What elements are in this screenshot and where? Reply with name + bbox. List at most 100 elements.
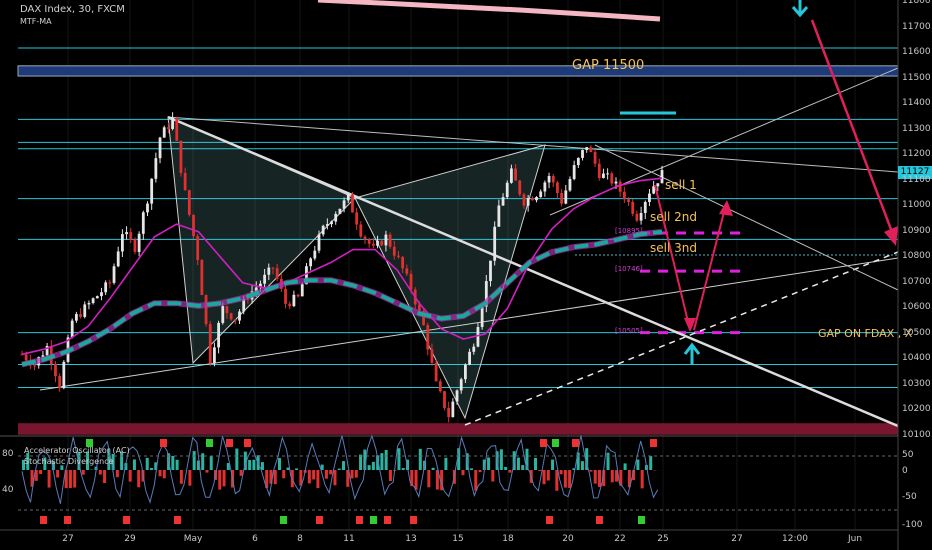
osc-bar	[499, 449, 503, 470]
candle-body	[535, 197, 538, 201]
x-tick-label: 6	[252, 534, 258, 544]
candle-body	[564, 190, 568, 204]
candle-body	[58, 376, 62, 389]
osc-bar	[342, 461, 345, 470]
candle-body	[593, 152, 597, 164]
osc-bar	[324, 470, 328, 479]
candle-body	[585, 147, 589, 150]
y-tick-label: 10300	[902, 378, 931, 389]
signal-marker	[370, 516, 377, 524]
osc-bar	[563, 470, 567, 488]
candle-body	[438, 381, 442, 392]
candle-body	[422, 310, 425, 326]
candle-body	[309, 258, 313, 267]
osc-bar	[286, 467, 290, 470]
osc-bar	[431, 467, 435, 470]
osc-bar	[470, 468, 473, 470]
osc-bar	[269, 470, 273, 484]
osc-bar	[525, 448, 529, 470]
osc-bar	[410, 470, 414, 487]
osc-bar	[354, 470, 358, 478]
candle-body	[150, 178, 154, 204]
arrows	[654, 0, 898, 364]
y-tick-label: 11200	[902, 149, 931, 160]
osc-bar	[427, 470, 431, 488]
osc-bar	[64, 470, 68, 489]
osc-bar	[504, 466, 508, 470]
osc-bar	[461, 470, 465, 476]
candle-body	[401, 256, 405, 269]
candle-body	[367, 239, 371, 244]
osc-bar	[239, 470, 243, 476]
osc-bar	[316, 470, 320, 489]
candle-body	[183, 173, 187, 191]
candle-body	[313, 250, 317, 259]
osc-bar	[120, 451, 124, 470]
signal-marker	[546, 516, 553, 524]
osc-bar	[329, 470, 333, 475]
osc-bar	[179, 470, 183, 484]
candle-body	[217, 322, 221, 348]
osc-bar	[60, 465, 64, 470]
y-tick-label: 11700	[902, 21, 931, 32]
candle-body	[384, 234, 388, 246]
osc-bar	[192, 451, 196, 470]
candle-body	[330, 221, 333, 225]
candle-body	[263, 274, 267, 284]
candle-body	[434, 362, 438, 382]
osc-bar	[248, 460, 252, 470]
signal-marker	[280, 516, 287, 524]
osc-right-tick: -50	[902, 492, 917, 502]
osc-bar	[209, 456, 213, 470]
signal-marker	[638, 516, 645, 524]
osc-bar	[555, 470, 559, 491]
osc-bar	[572, 468, 576, 470]
osc-bar	[580, 461, 584, 470]
candle-body	[275, 268, 279, 279]
osc-bar	[542, 470, 546, 485]
osc-left-tick: 40	[2, 485, 14, 495]
osc-bar	[376, 455, 380, 470]
osc-bar	[606, 452, 610, 470]
candle-body	[45, 346, 49, 356]
osc-bar	[610, 470, 614, 483]
osc-bar	[440, 470, 444, 491]
candle-body	[547, 176, 551, 183]
osc-bar	[235, 448, 239, 470]
candle-body	[589, 147, 593, 153]
osc-bar	[576, 452, 580, 470]
candle-body	[380, 240, 384, 246]
candle-body	[648, 193, 651, 203]
candle-body	[192, 214, 195, 237]
candle-body	[162, 127, 166, 138]
candle-body	[522, 194, 526, 206]
osc-bar	[68, 470, 72, 489]
osc-bar	[333, 470, 337, 486]
osc-bar	[435, 470, 439, 490]
x-tick-label: 11	[343, 534, 355, 544]
indicator-label: MTF-MA	[20, 17, 52, 26]
signal-marker	[206, 439, 213, 447]
candle-body	[225, 306, 229, 314]
candle-body	[108, 282, 112, 284]
osc-bar	[124, 463, 128, 470]
candle-body	[104, 282, 108, 293]
osc-bar	[226, 463, 230, 470]
osc-bar	[589, 470, 593, 472]
level-label-2: [10746]	[615, 265, 643, 273]
candle-body	[397, 255, 400, 257]
osc-bar	[367, 465, 371, 470]
candle-body	[451, 401, 455, 418]
osc-bar	[295, 468, 299, 470]
candle-body	[300, 284, 304, 297]
candle-body	[24, 354, 28, 361]
osc-bar	[636, 459, 640, 470]
candle-body	[530, 198, 534, 201]
osc-bar	[171, 455, 175, 470]
candle-body	[83, 304, 87, 317]
moving-averages	[21, 177, 663, 368]
candle-body	[70, 320, 74, 338]
signal-marker	[316, 516, 323, 524]
osc-bar	[491, 470, 495, 482]
